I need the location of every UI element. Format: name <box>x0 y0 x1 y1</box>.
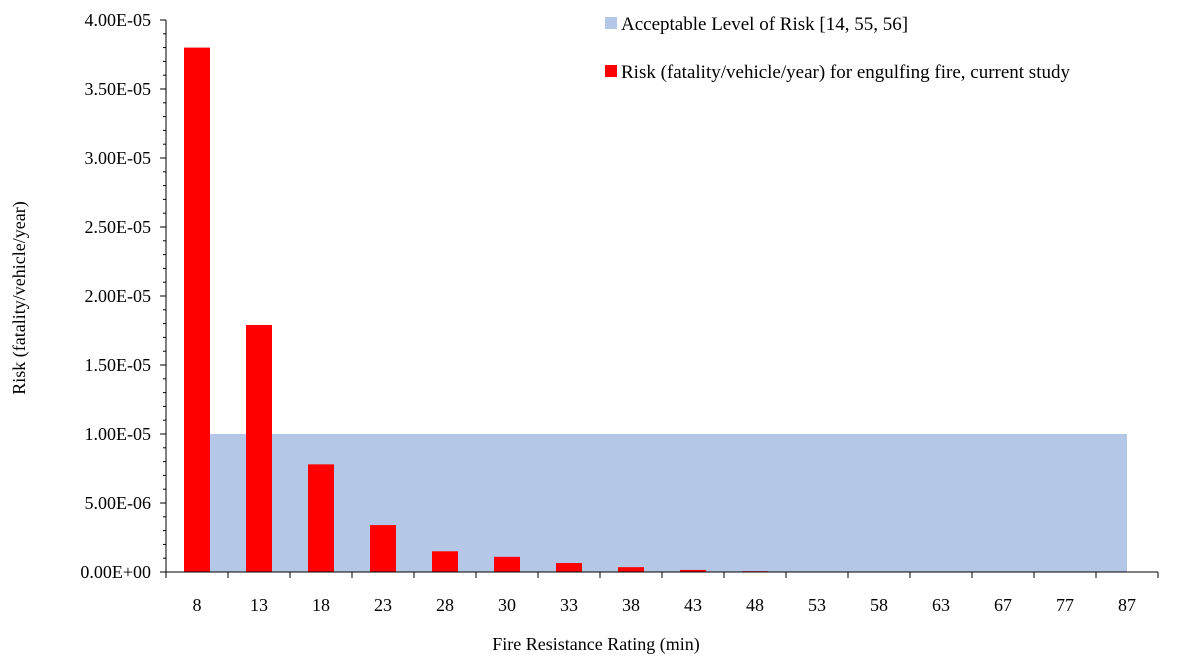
bar-28 <box>432 551 458 572</box>
bar-30 <box>494 556 520 572</box>
x-tick-label-38: 38 <box>622 595 640 615</box>
x-tick-label-30: 30 <box>498 595 516 615</box>
legend-label-acceptable-risk: Acceptable Level of Risk [14, 55, 56] <box>621 14 908 35</box>
y-tick-label: 2.50E-05 <box>85 217 152 237</box>
legend-label-engulfing-fire-risk: Risk (fatality/vehicle/year) for engulfi… <box>621 62 1070 83</box>
x-tick-label-18: 18 <box>312 595 330 615</box>
bar-38 <box>618 567 644 572</box>
bar-18 <box>308 464 334 572</box>
y-tick-label: 5.00E-06 <box>85 493 152 513</box>
bar-23 <box>370 525 396 572</box>
y-tick-label: 1.00E-05 <box>85 424 152 444</box>
x-tick-label-48: 48 <box>746 595 764 615</box>
x-ticks-layer: 8 13 18 23 28 30 33 38 43 48 53 58 63 67 77 87 <box>165 572 1159 615</box>
x-tick-label-87: 87 <box>1118 595 1136 615</box>
x-axis-title: Fire Resistance Rating (min) <box>492 634 699 655</box>
risk-bars-layer <box>184 47 1140 573</box>
acceptable-risk-area-layer <box>197 434 1127 572</box>
y-tick-label: 3.50E-05 <box>85 79 152 99</box>
bar-8 <box>184 47 210 573</box>
y-tick-label: 1.50E-05 <box>85 355 152 375</box>
x-tick-label-33: 33 <box>560 595 578 615</box>
bar-13 <box>246 324 272 572</box>
x-tick-label-77: 77 <box>1056 595 1074 615</box>
x-tick-label-8: 8 <box>193 595 202 615</box>
x-tick-label-43: 43 <box>684 595 702 615</box>
legend: Acceptable Level of Risk [14, 55, 56] Ri… <box>605 14 1070 83</box>
x-tick-label-58: 58 <box>870 595 888 615</box>
y-tick-label: 2.00E-05 <box>85 286 152 306</box>
x-tick-label-53: 53 <box>808 595 826 615</box>
x-tick-label-63: 63 <box>932 595 950 615</box>
y-axis-title: Risk (fatality/vehicle/year) <box>9 201 30 394</box>
y-tick-label: 4.00E-05 <box>85 10 152 30</box>
bar-33 <box>556 563 582 572</box>
legend-swatch-engulfing-fire-risk <box>605 65 617 77</box>
x-tick-label-67: 67 <box>994 595 1012 615</box>
y-tick-label: 0.00E+00 <box>80 562 151 582</box>
bar-43 <box>680 569 706 572</box>
x-tick-label-28: 28 <box>436 595 454 615</box>
x-tick-label-23: 23 <box>374 595 392 615</box>
y-tick-label: 3.00E-05 <box>85 148 152 168</box>
legend-swatch-acceptable-risk <box>605 17 617 29</box>
y-ticks-layer: 0.00E+00 5.00E-06 1.00E-05 1.50E-05 2.00E-05… <box>80 10 166 582</box>
acceptable-risk-area <box>197 434 1127 572</box>
x-tick-label-13: 13 <box>250 595 268 615</box>
